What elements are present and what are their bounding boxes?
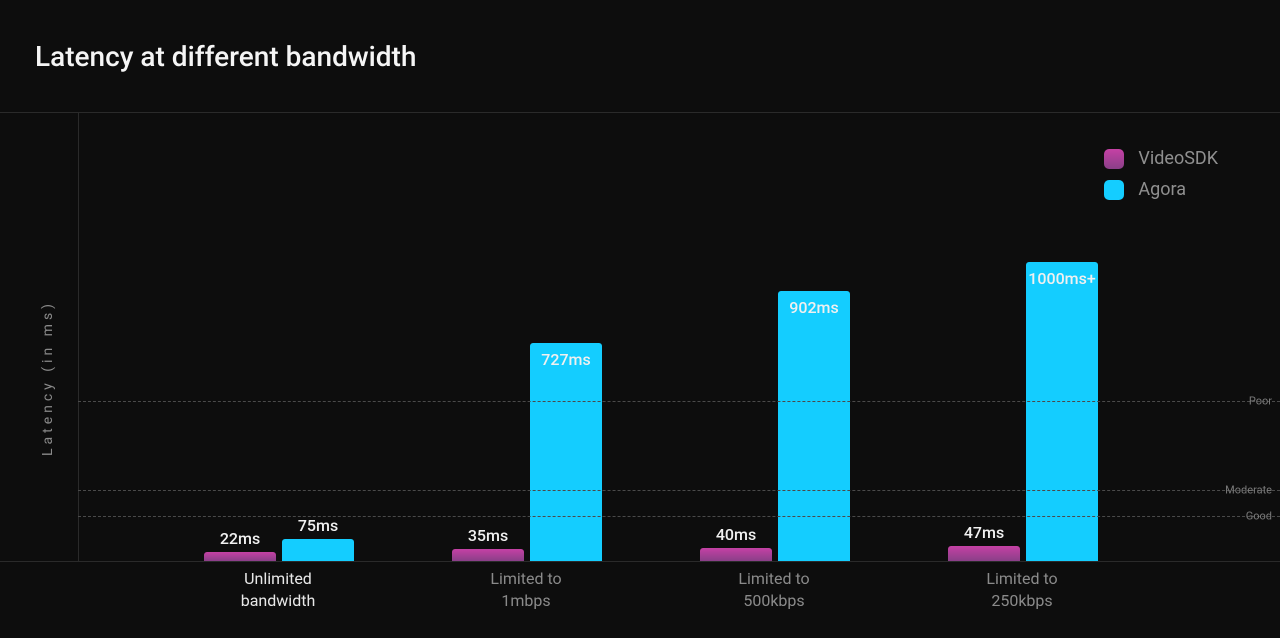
- threshold-line-moderate: [78, 490, 1280, 491]
- bar-label: 1000ms+: [1026, 269, 1098, 288]
- bar-label: 75ms: [282, 516, 354, 539]
- x-label-line1: Limited to: [401, 568, 651, 590]
- x-label-line2: 1mbps: [401, 590, 651, 612]
- bar-videosdk-500kbps: 40ms: [700, 548, 772, 561]
- legend-swatch: [1104, 149, 1124, 169]
- threshold-label-poor: Poor: [1249, 395, 1272, 408]
- bar-label: 40ms: [700, 525, 772, 548]
- x-axis: UnlimitedbandwidthLimited to1mbpsLimited…: [78, 568, 1280, 628]
- x-label-250kbps: Limited to250kbps: [897, 568, 1147, 611]
- legend: VideoSDK Agora: [1104, 148, 1218, 200]
- legend-item-agora: Agora: [1104, 179, 1218, 200]
- bar-group-unlimited: 22ms 75ms: [154, 113, 404, 561]
- threshold-line-poor: [78, 401, 1280, 402]
- legend-label: Agora: [1138, 179, 1186, 200]
- x-axis-line: [0, 561, 1280, 562]
- x-label-line2: 500kbps: [649, 590, 899, 612]
- x-label-line2: 250kbps: [897, 590, 1147, 612]
- x-label-500kbps: Limited to500kbps: [649, 568, 899, 611]
- x-label-line1: Limited to: [649, 568, 899, 590]
- threshold-line-good: [78, 516, 1280, 517]
- x-label-line1: Unlimited: [153, 568, 403, 590]
- chart-title: Latency at different bandwidth: [35, 40, 1280, 73]
- bar-videosdk-250kbps: 47ms: [948, 546, 1020, 561]
- plot-region: 22ms 75ms 35ms 727ms 40ms 902ms 47ms 1000ms+: [78, 113, 1280, 561]
- y-axis-label: Latency (in ms): [40, 300, 56, 456]
- bar-label: 22ms: [204, 529, 276, 552]
- bar-group-500kbps: 40ms 902ms: [650, 113, 900, 561]
- x-label-unlimited: Unlimitedbandwidth: [153, 568, 403, 611]
- bar-group-1mbps: 35ms 727ms: [402, 113, 652, 561]
- bar-agora-1mbps: 727ms: [530, 343, 602, 561]
- bar-videosdk-1mbps: 35ms: [452, 549, 524, 561]
- bar-videosdk-unlimited: 22ms: [204, 552, 276, 561]
- bar-label: 35ms: [452, 526, 524, 549]
- chart-area: Latency (in ms) 22ms 75ms 35ms 727ms 40ms 902…: [0, 113, 1280, 638]
- legend-swatch: [1104, 180, 1124, 200]
- threshold-label-moderate: Moderate: [1225, 484, 1272, 497]
- bar-agora-500kbps: 902ms: [778, 291, 850, 561]
- legend-label: VideoSDK: [1138, 148, 1218, 169]
- bar-agora-unlimited: 75ms: [282, 539, 354, 561]
- x-label-line2: bandwidth: [153, 590, 403, 612]
- bar-label: 727ms: [530, 350, 602, 369]
- legend-item-videosdk: VideoSDK: [1104, 148, 1218, 169]
- bar-label: 47ms: [948, 523, 1020, 546]
- bar-label: 902ms: [778, 298, 850, 317]
- x-label-line1: Limited to: [897, 568, 1147, 590]
- chart-header: Latency at different bandwidth: [0, 0, 1280, 113]
- x-label-1mbps: Limited to1mbps: [401, 568, 651, 611]
- threshold-label-good: Good: [1246, 510, 1272, 523]
